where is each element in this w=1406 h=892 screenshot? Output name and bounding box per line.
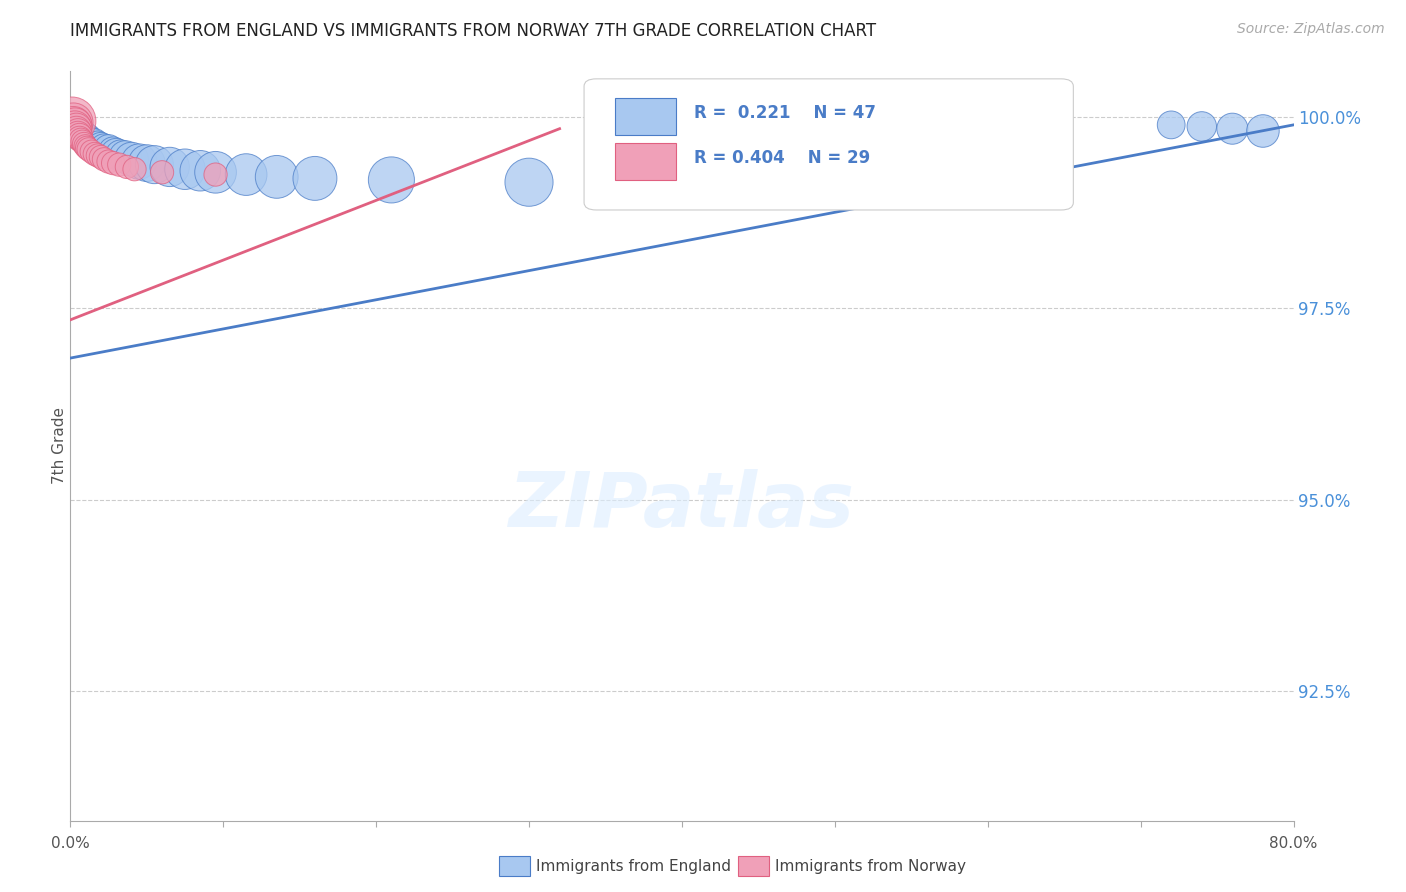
Point bbox=[1251, 124, 1274, 138]
Point bbox=[1220, 121, 1243, 136]
Point bbox=[76, 127, 98, 141]
Point bbox=[62, 116, 84, 130]
Text: R = 0.404    N = 29: R = 0.404 N = 29 bbox=[695, 149, 870, 167]
Bar bbox=[614, 143, 676, 180]
Point bbox=[66, 126, 89, 140]
Point bbox=[304, 171, 326, 186]
Point bbox=[150, 165, 173, 179]
Point bbox=[124, 162, 146, 177]
Point bbox=[72, 127, 94, 141]
Point bbox=[66, 120, 89, 134]
Point bbox=[62, 118, 84, 132]
Point bbox=[1191, 120, 1213, 134]
Text: Immigrants from Norway: Immigrants from Norway bbox=[775, 859, 966, 873]
Point bbox=[72, 135, 94, 149]
Point bbox=[235, 168, 257, 182]
Point bbox=[101, 145, 124, 159]
Point bbox=[80, 133, 103, 147]
Point bbox=[97, 154, 120, 169]
Point bbox=[93, 141, 115, 155]
Point bbox=[62, 115, 84, 129]
Point bbox=[143, 158, 166, 172]
Text: R =  0.221    N = 47: R = 0.221 N = 47 bbox=[695, 103, 876, 121]
Point bbox=[1160, 118, 1182, 132]
Point bbox=[159, 160, 181, 174]
Point bbox=[87, 148, 110, 162]
Point bbox=[70, 121, 93, 136]
Point bbox=[60, 114, 83, 128]
Point bbox=[76, 141, 98, 155]
Text: Source: ZipAtlas.com: Source: ZipAtlas.com bbox=[1237, 22, 1385, 37]
Point bbox=[60, 114, 83, 128]
Text: 0.0%: 0.0% bbox=[51, 836, 90, 851]
Point bbox=[114, 150, 136, 164]
Point bbox=[63, 118, 86, 132]
Point bbox=[70, 126, 93, 140]
Point bbox=[380, 173, 402, 187]
Point bbox=[75, 139, 97, 153]
Point bbox=[204, 165, 226, 179]
Point bbox=[174, 162, 197, 177]
Point bbox=[69, 129, 91, 144]
Point bbox=[63, 120, 86, 134]
Point bbox=[121, 153, 143, 167]
Point bbox=[90, 139, 112, 153]
Point bbox=[83, 135, 105, 149]
Point bbox=[65, 124, 87, 138]
Point bbox=[108, 158, 131, 172]
Point bbox=[69, 131, 91, 145]
Point bbox=[77, 129, 100, 144]
Point bbox=[110, 148, 132, 162]
Point bbox=[188, 163, 211, 178]
Point bbox=[80, 145, 103, 159]
Point bbox=[115, 160, 138, 174]
Text: IMMIGRANTS FROM ENGLAND VS IMMIGRANTS FROM NORWAY 7TH GRADE CORRELATION CHART: IMMIGRANTS FROM ENGLAND VS IMMIGRANTS FR… bbox=[70, 22, 876, 40]
Point bbox=[69, 124, 91, 138]
Point bbox=[79, 131, 101, 145]
Bar bbox=[614, 97, 676, 135]
Point bbox=[63, 118, 86, 132]
Point bbox=[105, 147, 128, 161]
Point bbox=[66, 123, 89, 137]
Text: Immigrants from England: Immigrants from England bbox=[536, 859, 731, 873]
Point bbox=[73, 129, 96, 144]
Text: ZIPatlas: ZIPatlas bbox=[509, 469, 855, 543]
Point bbox=[72, 123, 94, 137]
Point bbox=[97, 142, 120, 156]
Point bbox=[87, 136, 110, 151]
Point bbox=[70, 133, 93, 147]
FancyBboxPatch shape bbox=[583, 78, 1073, 210]
Point bbox=[69, 120, 91, 135]
Point bbox=[128, 154, 150, 169]
Point bbox=[73, 124, 96, 138]
Text: 80.0%: 80.0% bbox=[1270, 836, 1317, 851]
Point bbox=[266, 169, 288, 184]
Point bbox=[90, 150, 112, 164]
Point bbox=[135, 156, 157, 170]
Point bbox=[93, 153, 115, 167]
Point bbox=[73, 136, 96, 151]
Point bbox=[65, 118, 87, 132]
Point bbox=[75, 126, 97, 140]
Point bbox=[77, 142, 100, 156]
Point bbox=[83, 147, 105, 161]
Point bbox=[101, 156, 124, 170]
Y-axis label: 7th Grade: 7th Grade bbox=[52, 408, 66, 484]
Point bbox=[65, 121, 87, 136]
Point bbox=[517, 175, 540, 189]
Point bbox=[66, 128, 89, 142]
Point bbox=[63, 120, 86, 135]
Point bbox=[65, 121, 87, 136]
Point bbox=[204, 168, 226, 182]
